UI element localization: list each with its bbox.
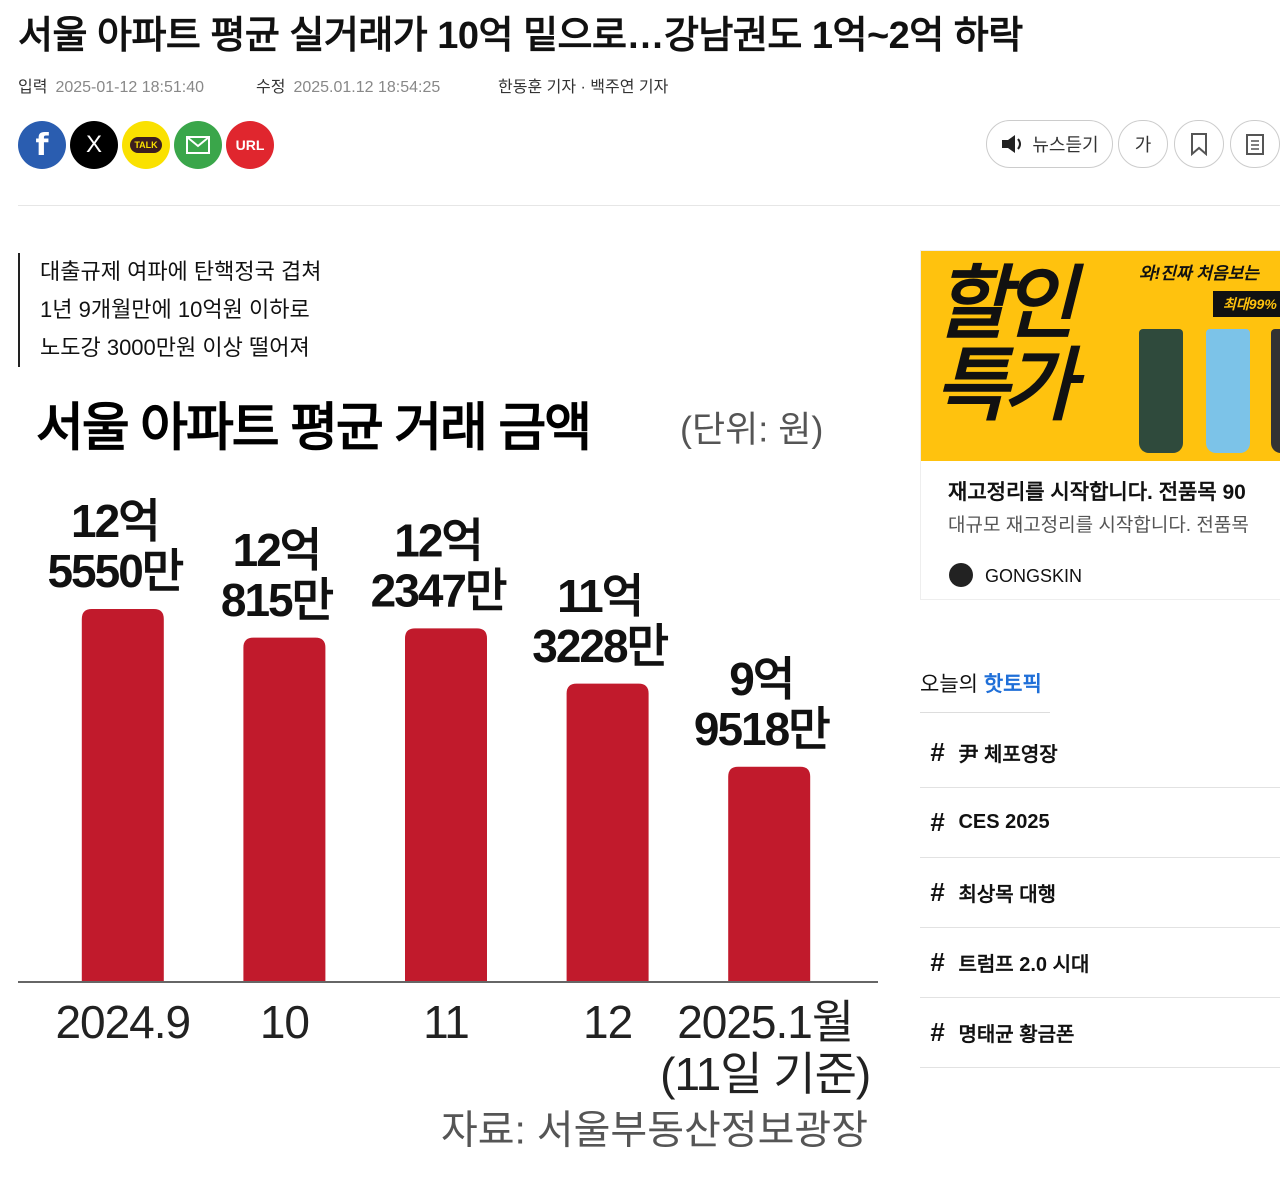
- topic[interactable]: # 尹 체포영장: [920, 718, 1280, 788]
- summary: 대출규제 여파에 탄핵정국 겹쳐 1년 9개월만에 10억원 이하로 노도강 3…: [18, 253, 321, 367]
- hot-topic-title: 오늘의 핫토픽: [920, 668, 1042, 698]
- value-label: 815만: [221, 574, 334, 626]
- bar: [81, 608, 164, 982]
- font-button[interactable]: 가: [1118, 120, 1168, 168]
- chart: 서울 아파트 평균 거래 금액 (단위: 원) 자료: 서울부동산정보광장 12…: [18, 400, 878, 1153]
- ad-discount: 최대99%: [1213, 291, 1280, 317]
- ad[interactable]: 할인 특가 와!진짜 처음보는 최대99% 재고정리를 시작합니다. 전품목 9…: [920, 250, 1280, 600]
- input-meta: 입력 2025-01-12 18:51:40: [18, 73, 204, 97]
- chart-unit: (단위: 원): [680, 409, 823, 450]
- print-icon: [1246, 134, 1264, 155]
- divider: [18, 205, 1280, 206]
- time: 2025-01-12 18:51:40: [55, 79, 205, 96]
- share-x[interactable]: X: [70, 121, 118, 169]
- bar: [243, 637, 326, 982]
- x-tick-label: 11: [423, 996, 469, 1048]
- summary-line: 대출규제 여파에 탄핵정국 겹쳐: [40, 259, 322, 284]
- print-button[interactable]: [1230, 120, 1280, 168]
- topic[interactable]: # CES 2025: [920, 788, 1280, 858]
- time: 2025.01.12 18:54:25: [293, 79, 441, 96]
- value-label: 11억: [557, 570, 642, 622]
- x-tick-label: 2024.9: [55, 996, 190, 1048]
- listen-label: 뉴스듣기: [1032, 135, 1099, 155]
- hash: #: [930, 877, 945, 907]
- topic-label: 트럼프 2.0 시대: [958, 954, 1090, 976]
- bookmark-button[interactable]: [1174, 120, 1224, 168]
- share-facebook[interactable]: f: [18, 121, 66, 169]
- hash: #: [930, 737, 945, 767]
- share-url[interactable]: URL: [226, 121, 274, 169]
- topic[interactable]: # 명태균 황금폰: [920, 998, 1280, 1068]
- ad-tag: 와!진짜 처음보는: [1139, 264, 1259, 283]
- bar: [728, 766, 811, 982]
- share-mail[interactable]: [174, 121, 222, 169]
- summary-line: 노도강 3000만원 이상 떨어져: [40, 335, 310, 360]
- chart-source: 자료: 서울부동산정보광장: [441, 1109, 868, 1153]
- value-label: 12억: [71, 495, 159, 547]
- topic[interactable]: # 트럼프 2.0 시대: [920, 928, 1280, 998]
- bar: [566, 683, 649, 982]
- label: 입력: [18, 79, 48, 96]
- title-highlight: 핫토픽: [983, 673, 1042, 696]
- speaker-icon: [1002, 135, 1022, 153]
- bar: [405, 628, 487, 982]
- x-tick-label: 12: [583, 996, 632, 1048]
- topic[interactable]: # 최상목 대행: [920, 858, 1280, 928]
- value-label: 9억: [729, 653, 793, 705]
- hash: #: [930, 1017, 945, 1047]
- topic-label: 최상목 대행: [958, 884, 1057, 906]
- product: [1139, 329, 1183, 453]
- title-prefix: 오늘의: [920, 673, 978, 696]
- product: [1271, 329, 1280, 453]
- ad-brand: GONGSKIN: [985, 566, 1083, 586]
- product: [1206, 329, 1250, 453]
- reporters: 한동훈 기자 · 백주연 기자: [498, 79, 669, 96]
- ad-line: 대규모 재고정리를 시작합니다. 전품목: [948, 515, 1249, 536]
- value-label: 9518만: [694, 703, 830, 755]
- chart-title: 서울 아파트 평균 거래 금액: [36, 400, 590, 458]
- mail-icon: [186, 136, 210, 154]
- share-kakao[interactable]: TALK: [122, 121, 170, 169]
- underline: [920, 712, 1050, 713]
- x-tick-label: 10: [260, 996, 309, 1048]
- value-label: 3228만: [532, 620, 668, 672]
- value-label: 5550만: [47, 545, 183, 597]
- value-label: 2347만: [371, 565, 507, 617]
- ad-headline: 할인 특가: [935, 259, 1076, 430]
- x-tick-note: (11일 기준): [660, 1048, 870, 1100]
- topic-label: 尹 체포영장: [958, 744, 1058, 766]
- value-label: 12억: [233, 524, 321, 576]
- bookmark-icon: [1191, 133, 1207, 156]
- ad-line: 재고정리를 시작합니다. 전품목 90: [948, 481, 1246, 504]
- ad-logo: [949, 563, 973, 587]
- label: 수정: [256, 79, 286, 96]
- x-tick-label: 2025.1월: [677, 996, 853, 1048]
- topic-label: 명태균 황금폰: [958, 1024, 1075, 1046]
- summary-line: 1년 9개월만에 10억원 이하로: [40, 297, 310, 322]
- headline: 서울 아파트 평균 실거래가 10억 밑으로…강남권도 1억~2억 하락: [18, 15, 1023, 57]
- kakao-label: TALK: [130, 137, 162, 153]
- value-label: 12억: [394, 515, 482, 567]
- topic-label: CES 2025: [958, 811, 1050, 833]
- listen-button[interactable]: 뉴스듣기: [986, 120, 1113, 168]
- hash: #: [930, 807, 945, 837]
- edit-meta: 수정 2025.01.12 18:54:25: [256, 73, 440, 97]
- ad-banner: 할인 특가 와!진짜 처음보는 최대99%: [921, 251, 1280, 461]
- hash: #: [930, 947, 945, 977]
